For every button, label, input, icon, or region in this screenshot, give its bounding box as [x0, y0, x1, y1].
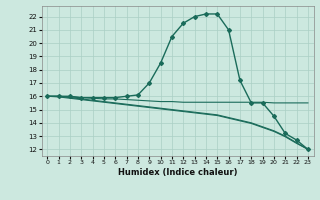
X-axis label: Humidex (Indice chaleur): Humidex (Indice chaleur) [118, 168, 237, 177]
